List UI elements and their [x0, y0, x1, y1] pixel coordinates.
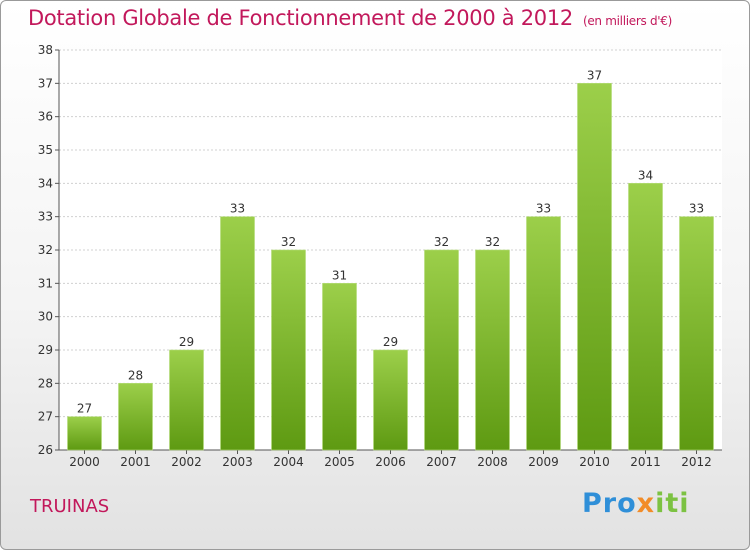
y-tick-label: 32: [38, 243, 53, 257]
logo-part-3: iti: [655, 488, 690, 519]
data-label-2002: 29: [179, 335, 194, 349]
y-tick-label: 36: [38, 110, 53, 124]
y-tick-label: 37: [38, 76, 53, 90]
data-label-2010: 37: [587, 68, 602, 82]
x-tick-label-2007: 2007: [426, 455, 457, 469]
data-label-2006: 29: [383, 335, 398, 349]
data-label-2012: 33: [689, 202, 704, 216]
y-tick-label: 35: [38, 143, 53, 157]
x-tick-label-2011: 2011: [630, 455, 661, 469]
y-tick-label: 38: [38, 43, 53, 57]
y-tick-label: 30: [38, 310, 53, 324]
bar-2002: [169, 349, 204, 451]
x-tick-label-2008: 2008: [477, 455, 508, 469]
data-label-2000: 27: [77, 402, 92, 416]
data-label-2005: 31: [332, 268, 347, 282]
x-tick-label-2004: 2004: [273, 455, 304, 469]
bar-2004: [271, 249, 306, 451]
chart-title: Dotation Globale de Fonctionnement de 20…: [28, 6, 672, 30]
bar-2007: [424, 249, 459, 451]
y-tick-label: 26: [38, 443, 53, 457]
data-label-2011: 34: [638, 168, 653, 182]
y-tick-label: 28: [38, 376, 53, 390]
data-label-2003: 33: [230, 202, 245, 216]
labels: 27 2000 28 2001 29 2002 33 2003 32 2004 31 2005 29 20…: [69, 68, 712, 469]
x-tick-label-2012: 2012: [681, 455, 712, 469]
bar-2010: [577, 83, 612, 451]
x-tick-label-2002: 2002: [171, 455, 202, 469]
data-label-2001: 28: [128, 368, 143, 382]
bar-2011: [628, 183, 663, 451]
data-label-2008: 32: [485, 235, 500, 249]
data-label-2009: 33: [536, 202, 551, 216]
bar-2003: [220, 216, 255, 451]
y-tick-label: 27: [38, 410, 53, 424]
logo-part-1: Pro: [582, 488, 637, 519]
y-tick-label: 33: [38, 210, 53, 224]
x-tick-label-2000: 2000: [69, 455, 100, 469]
y-tick-label: 31: [38, 276, 53, 290]
y-tick-label: 29: [38, 343, 53, 357]
x-tick-label-2009: 2009: [528, 455, 559, 469]
chart-title-text: Dotation Globale de Fonctionnement de 20…: [28, 6, 573, 30]
data-label-2007: 32: [434, 235, 449, 249]
bar-2006: [373, 349, 408, 451]
bar-2000: [67, 416, 102, 451]
bars: [67, 83, 714, 451]
x-tick-label-2001: 2001: [120, 455, 151, 469]
bar-2001: [118, 383, 153, 451]
data-label-2004: 32: [281, 235, 296, 249]
x-tick-label-2005: 2005: [324, 455, 355, 469]
y-tick-label: 34: [38, 176, 53, 190]
proxiti-logo[interactable]: Proxiti: [582, 488, 690, 519]
bar-2012: [679, 216, 714, 451]
logo-part-2: x: [636, 488, 656, 519]
chart-subtitle: (en milliers d'€): [582, 14, 672, 28]
x-tick-label-2003: 2003: [222, 455, 253, 469]
bar-2008: [475, 249, 510, 451]
bar-2005: [322, 283, 357, 451]
commune-name: TRUINAS: [30, 496, 110, 517]
x-tick-label-2010: 2010: [579, 455, 610, 469]
bar-2009: [526, 216, 561, 451]
x-tick-label-2006: 2006: [375, 455, 406, 469]
